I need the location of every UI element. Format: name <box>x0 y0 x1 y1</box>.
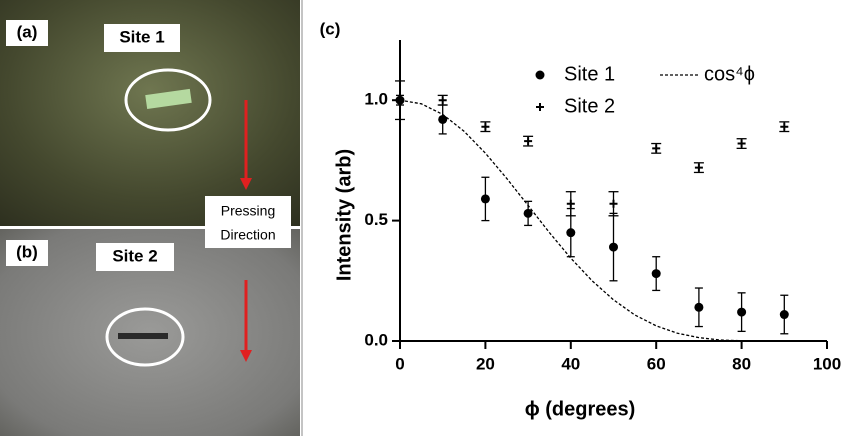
point <box>523 208 533 218</box>
label-box <box>6 240 48 266</box>
point <box>780 122 789 131</box>
legend-label: Site 2 <box>564 95 615 117</box>
point <box>438 114 448 124</box>
legend-swatch <box>536 103 544 111</box>
circle-marker <box>124 68 212 132</box>
x-axis-label: ϕ (degrees) <box>525 398 636 420</box>
point <box>438 96 447 105</box>
label-box <box>6 20 48 46</box>
point <box>694 302 704 312</box>
legend-swatch <box>535 70 545 80</box>
annotation-box <box>205 196 291 248</box>
label-box <box>96 243 174 271</box>
arrow-head <box>240 178 252 190</box>
point <box>779 310 789 320</box>
site-label: Site 1 <box>119 27 164 46</box>
point <box>609 242 618 252</box>
line <box>399 99 785 342</box>
legend-label: Site 1 <box>564 63 615 85</box>
legend-label: cos⁴ϕ <box>704 63 755 85</box>
point <box>566 228 576 238</box>
point <box>480 194 490 204</box>
point <box>524 137 533 146</box>
x-tick-label: 60 <box>647 354 666 373</box>
panel-label: (c) <box>320 19 341 38</box>
y-tick-label: 1.0 <box>364 90 388 109</box>
point <box>651 269 661 279</box>
point <box>694 163 703 172</box>
annotation: Pressing <box>221 203 275 219</box>
x-tick-label: 0 <box>395 354 404 373</box>
panel-label: (b) <box>16 242 38 261</box>
circle-marker <box>105 307 185 367</box>
arrow-head <box>240 350 252 362</box>
streak <box>118 333 168 339</box>
y-tick-label: 0.5 <box>364 210 388 229</box>
annotation: Direction <box>220 227 275 243</box>
point <box>609 199 618 208</box>
panel-label: (a) <box>17 22 38 41</box>
crystal <box>145 88 192 109</box>
point <box>566 199 575 208</box>
x-tick-label: 100 <box>813 354 841 373</box>
point <box>481 122 490 131</box>
point <box>652 144 661 153</box>
x-tick-label: 40 <box>561 354 580 373</box>
x-tick-label: 80 <box>732 354 751 373</box>
y-tick-label: 0.0 <box>364 330 388 349</box>
point <box>737 139 746 148</box>
y-axis-label: Intensity (arb) <box>333 149 355 281</box>
label-box <box>104 24 180 52</box>
point <box>737 307 747 317</box>
site-label: Site 2 <box>112 246 157 265</box>
x-tick-label: 20 <box>476 354 495 373</box>
